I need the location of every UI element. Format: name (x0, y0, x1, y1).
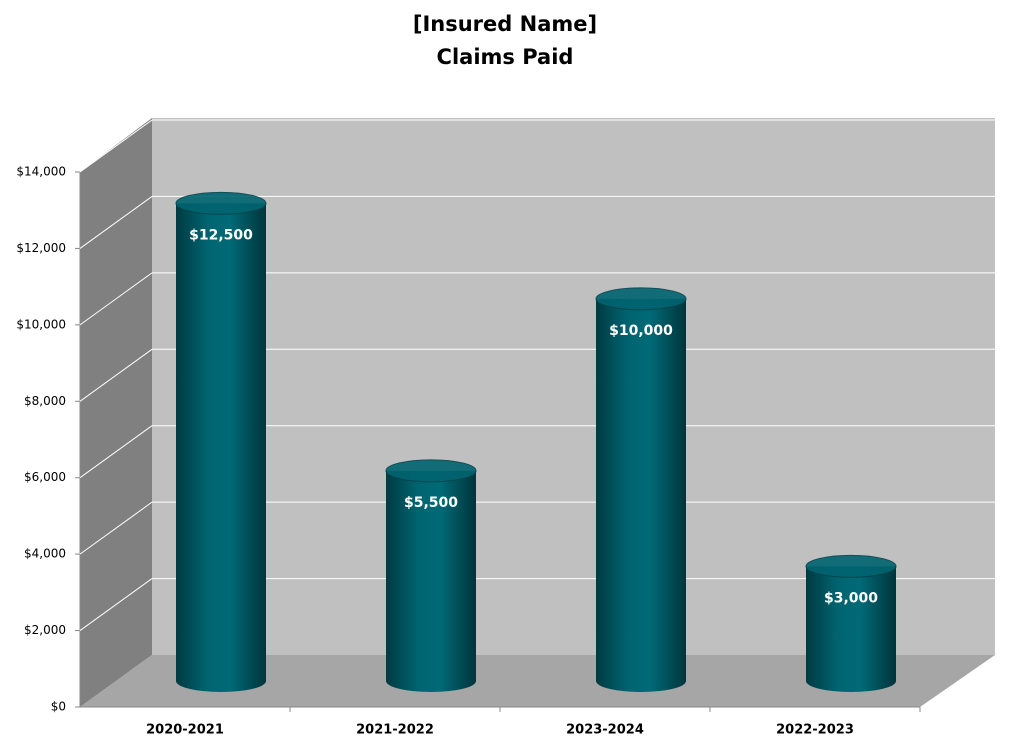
x-tick-label: 2021-2022 (356, 723, 434, 738)
value-label: $5,500 (404, 495, 458, 511)
chart-subtitle: Claims Paid (437, 45, 574, 69)
value-label: $3,000 (824, 590, 878, 606)
grid-line (79, 119, 153, 173)
grid-line (79, 501, 153, 555)
y-tick-label: $8,000 (24, 394, 66, 408)
cylinder-top (175, 191, 267, 215)
value-label: $10,000 (609, 323, 673, 339)
chart-title: [Insured Name] (413, 12, 597, 36)
y-tick-label: $14,000 (16, 165, 66, 179)
grid-line (79, 196, 153, 249)
y-tick-label: $0 (51, 700, 66, 714)
value-label: $12,500 (189, 227, 253, 243)
y-tick-label: $12,000 (16, 241, 66, 255)
grid-line (79, 348, 153, 402)
bar (176, 203, 266, 682)
floor (80, 655, 995, 707)
back-wall (152, 118, 995, 655)
cylinder-top (805, 554, 897, 578)
x-tick-label: 2023-2024 (566, 723, 644, 738)
x-tick-label: 2020-2021 (146, 723, 224, 738)
y-tick-label: $10,000 (16, 317, 66, 331)
cylinder-top (595, 287, 687, 311)
side-wall (80, 118, 152, 707)
bar (596, 298, 686, 681)
y-tick-label: $6,000 (24, 470, 66, 484)
x-tick-label: 2022-2023 (776, 723, 854, 738)
bar (386, 470, 476, 681)
y-tick-label: $2,000 (24, 623, 66, 637)
bar (806, 566, 896, 681)
cylinder-top (385, 459, 477, 483)
grid-line (79, 272, 153, 326)
grid-line (79, 425, 153, 479)
y-tick-label: $4,000 (24, 547, 66, 561)
grid-line (79, 578, 153, 631)
